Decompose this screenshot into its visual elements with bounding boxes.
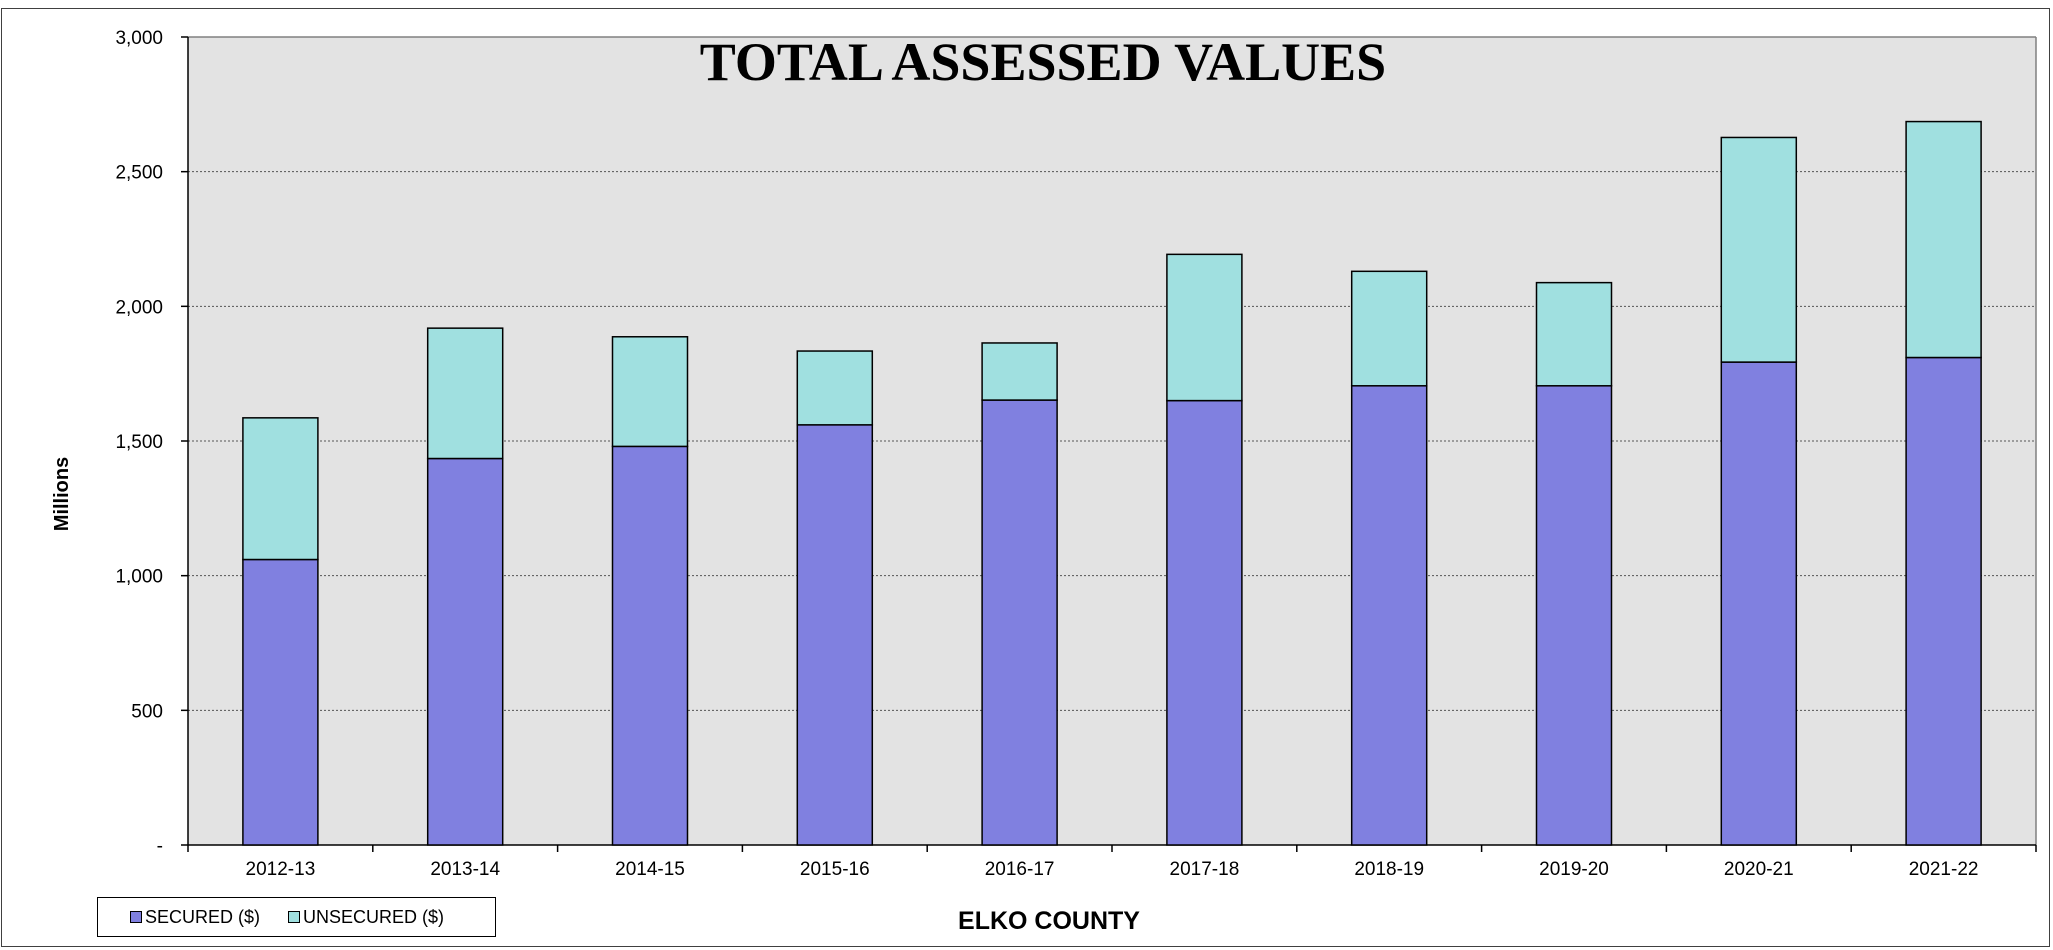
bar-unsecured bbox=[611, 336, 689, 448]
x-tick-label: 2013-14 bbox=[430, 859, 500, 880]
legend-item-unsecured: UNSECURED ($) bbox=[288, 907, 444, 928]
bar-unsecured bbox=[1350, 270, 1428, 387]
x-tick-label: 2016-17 bbox=[985, 859, 1055, 880]
bar-secured bbox=[796, 424, 874, 846]
bar-unsecured bbox=[1905, 120, 1982, 359]
chart-title: TOTAL ASSESSED VALUES bbox=[700, 32, 1386, 92]
bar-unsecured bbox=[1720, 136, 1798, 363]
bar-unsecured bbox=[1166, 253, 1243, 402]
legend-swatch-secured bbox=[130, 911, 142, 923]
bar-secured bbox=[242, 558, 319, 846]
bar-secured bbox=[611, 445, 689, 846]
bar-unsecured bbox=[426, 327, 504, 460]
y-tick-label: 2,500 bbox=[115, 163, 163, 184]
bar-unsecured bbox=[1535, 281, 1613, 387]
legend-item-secured: SECURED ($) bbox=[130, 907, 260, 928]
y-axis-label: Millions bbox=[51, 457, 73, 531]
bar-secured bbox=[1535, 385, 1613, 846]
x-tick-label: 2019-20 bbox=[1539, 859, 1609, 880]
x-tick-label: 2021-22 bbox=[1909, 859, 1979, 880]
legend-label-secured: SECURED ($) bbox=[145, 906, 261, 927]
bar-secured bbox=[1166, 399, 1243, 846]
bar-secured bbox=[426, 457, 504, 846]
y-tick-label: 2,000 bbox=[115, 297, 163, 318]
x-tick-label: 2020-21 bbox=[1724, 859, 1794, 880]
x-tick-label: 2015-16 bbox=[800, 859, 870, 880]
y-tick-label: 3,000 bbox=[115, 28, 163, 49]
bar-secured bbox=[1350, 385, 1428, 846]
bar-unsecured bbox=[796, 350, 874, 426]
x-tick-label: 2017-18 bbox=[1170, 859, 1240, 880]
bar-secured bbox=[1905, 356, 1982, 846]
y-tick-label: 1,500 bbox=[115, 432, 163, 453]
bar-unsecured bbox=[981, 342, 1058, 401]
bar-unsecured bbox=[242, 417, 319, 561]
bar-secured bbox=[1720, 361, 1798, 846]
legend: SECURED ($) UNSECURED ($) bbox=[97, 897, 496, 937]
x-tick-label: 2012-13 bbox=[246, 859, 316, 880]
y-tick-label: - bbox=[157, 836, 163, 857]
x-axis-title: ELKO COUNTY bbox=[958, 907, 1140, 935]
legend-swatch-unsecured bbox=[288, 911, 301, 923]
bar-secured bbox=[981, 399, 1058, 846]
y-tick-label: 1,000 bbox=[115, 567, 163, 588]
legend-label-unsecured: UNSECURED ($) bbox=[303, 906, 445, 927]
x-tick-label: 2014-15 bbox=[615, 859, 685, 880]
y-tick-label: 500 bbox=[131, 701, 163, 722]
x-tick-label: 2018-19 bbox=[1354, 859, 1424, 880]
